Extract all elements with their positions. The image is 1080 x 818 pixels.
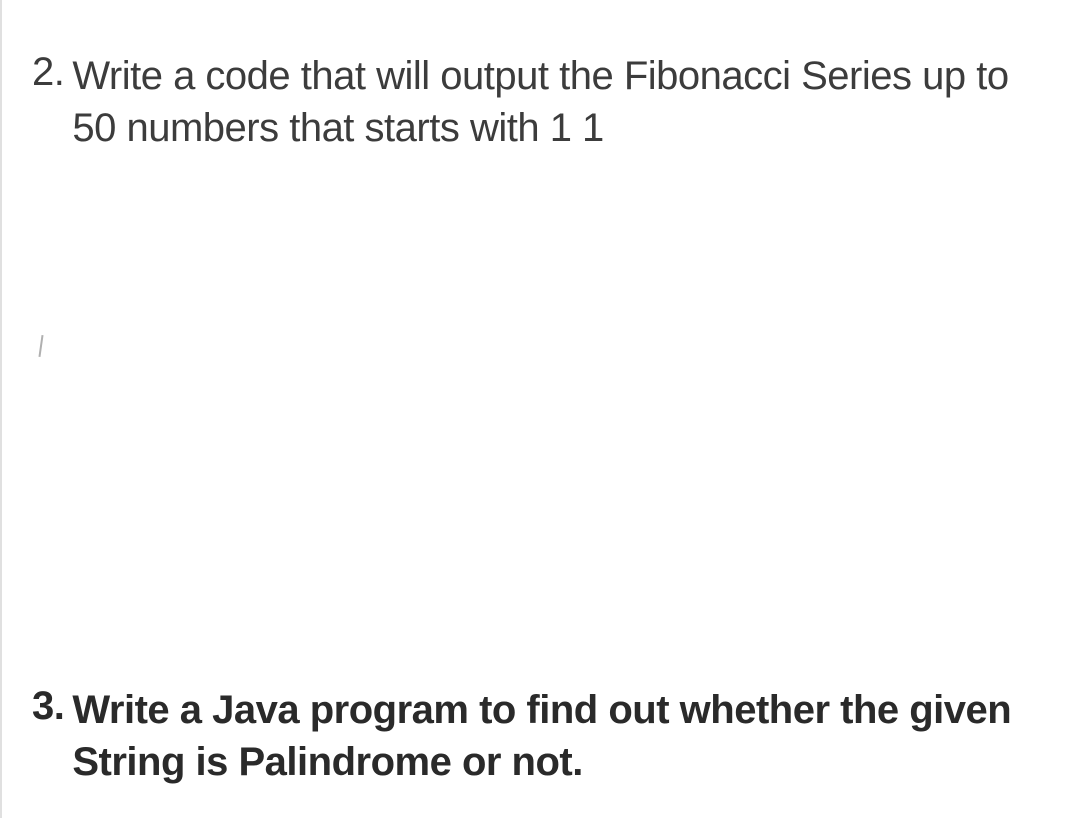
question-text: Write a Java program to find out whether…: [72, 684, 1040, 788]
question-text: Write a code that will output the Fibona…: [72, 50, 1040, 154]
cursor-mark: [38, 335, 43, 357]
document-container: 2. Write a code that will output the Fib…: [0, 0, 1080, 818]
question-item: 2. Write a code that will output the Fib…: [32, 50, 1040, 154]
question-number: 2.: [32, 50, 64, 95]
question-item: 3. Write a Java program to find out whet…: [32, 684, 1040, 788]
question-number: 3.: [32, 684, 64, 729]
